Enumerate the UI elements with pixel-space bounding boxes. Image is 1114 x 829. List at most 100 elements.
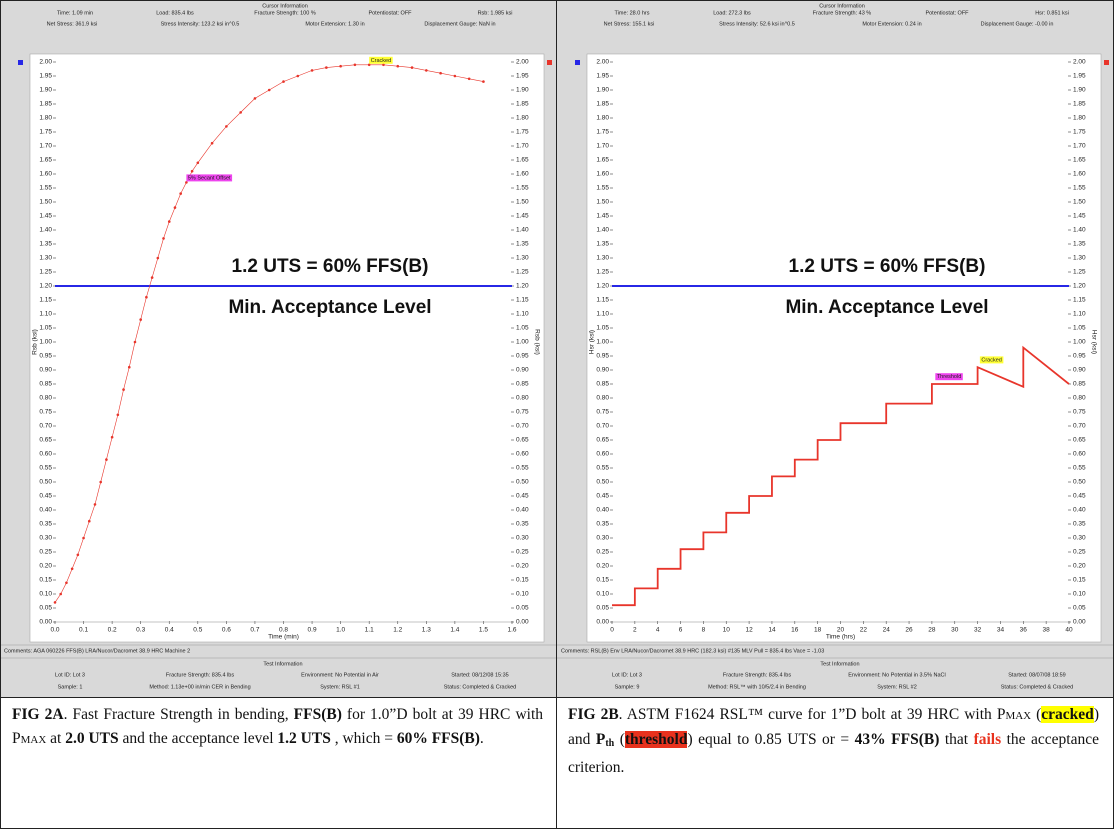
y2-tick-label: 0.35 [516, 521, 529, 528]
y2-tick-label: 0.30 [516, 535, 529, 542]
plot-background [586, 53, 1102, 643]
data-point [116, 413, 120, 417]
header-field: Rsb: 1.985 ksi [478, 10, 513, 16]
caption: FIG 2A. Fast Fracture Strength in bendin… [12, 703, 543, 752]
y-tick-label: 1.90 [39, 87, 52, 94]
caption-text: fails [973, 731, 1002, 748]
annotation-text: 5% Secant Offset [188, 175, 231, 181]
x-tick-label: 28 [928, 627, 936, 634]
caption-text: cracked [1041, 706, 1094, 723]
data-point [82, 536, 85, 540]
y-tick-label: 0.05 [596, 605, 609, 612]
y2-tick-label: 1.70 [516, 143, 529, 150]
caption-text: 1.2 UTS [277, 730, 331, 747]
comments: Comments: RSL(B) Env LRA/Nucor/Dacromet … [561, 648, 824, 654]
data-point [162, 237, 165, 240]
x-tick-label: 1.4 [450, 627, 459, 634]
y-tick-label: 0.75 [39, 409, 52, 416]
caption-text: MAX [1005, 710, 1032, 722]
test-info-title: Test Information [263, 661, 302, 667]
y2-tick-label: 1.00 [1073, 339, 1086, 346]
header-field: Hsr: 0.851 ksi [1035, 10, 1069, 16]
reference-label: 1.2 UTS = 60% FFS(B) [232, 256, 429, 277]
caption-text: that [939, 731, 974, 748]
data-point [185, 181, 188, 184]
data-point [173, 206, 177, 209]
y-tick-label: 1.85 [596, 101, 609, 108]
axis-swatch [575, 60, 580, 65]
data-point [145, 295, 148, 299]
x-tick-label: 18 [814, 627, 822, 634]
header-title: Cursor Information [262, 3, 308, 9]
caption-text: 60% FFS(B) [396, 730, 480, 747]
y2-tick-label: 1.95 [516, 73, 529, 80]
data-point [325, 66, 328, 69]
y-tick-label: 0.80 [39, 395, 52, 402]
y2-tick-label: 2.00 [1073, 59, 1086, 66]
header-field: Motor Extension: 0.24 in [862, 21, 921, 27]
y-tick-label: 0.15 [39, 577, 52, 584]
caption-text: and the acceptance level [118, 730, 278, 747]
y-tick-label: 1.80 [596, 115, 609, 122]
y2-tick-label: 0.75 [1073, 409, 1086, 416]
y2-tick-label: 1.90 [1073, 87, 1086, 94]
caption-text: threshold [624, 731, 688, 748]
test-info-field: Method: RSL™ with 10/5/2.4 in Bending [708, 684, 806, 690]
caption-text: , which = [330, 730, 397, 747]
y-tick-label: 1.95 [596, 73, 609, 80]
y2-tick-label: 1.00 [516, 339, 529, 346]
data-point [253, 97, 257, 100]
caption-text: 43% FFS(B) [854, 731, 940, 748]
x-tick-label: 20 [837, 627, 845, 634]
y-tick-label: 1.35 [39, 241, 52, 248]
y-tick-label: 1.55 [39, 185, 52, 192]
test-info-field: Environment: No Potential in Air [301, 672, 379, 678]
y-tick-label: 1.65 [596, 157, 609, 164]
chart-panel: Cursor Information Time: 1.09 min Load: 83… [0, 0, 557, 697]
test-info-field: Lot ID: Lot 3 [55, 672, 85, 678]
x-tick-label: 1.3 [422, 627, 431, 634]
data-point [453, 74, 457, 78]
y2-tick-label: 1.30 [516, 255, 529, 262]
y2-tick-label: 0.05 [516, 605, 529, 612]
annotation: Cracked [369, 56, 393, 64]
y2-tick-label: 0.00 [1073, 619, 1086, 626]
y-tick-label: 0.70 [596, 423, 609, 430]
y-tick-label: 1.90 [596, 87, 609, 94]
test-info-field: Status: Completed & Cracked [1001, 684, 1073, 690]
y2-tick-label: 1.10 [1073, 311, 1086, 318]
y2-tick-label: 0.45 [1073, 493, 1086, 500]
y2-tick-label: 0.15 [1073, 577, 1086, 584]
y2-tick-label: 0.25 [1073, 549, 1086, 556]
y2-tick-label: 0.60 [516, 451, 529, 458]
y-axis-label: Rsb (ksi) [32, 329, 39, 355]
x-tick-label: 12 [745, 627, 753, 634]
y2-tick-label: 1.70 [1073, 143, 1086, 150]
y2-tick-label: 0.20 [1073, 563, 1086, 570]
caption-text: FFS(B) [293, 706, 342, 723]
x-tick-label: 1.5 [479, 627, 488, 634]
y-tick-label: 0.85 [39, 381, 52, 388]
data-point [225, 125, 228, 128]
y-tick-label: 1.80 [39, 115, 52, 122]
caption-text: for 1.0”D bolt at 39 HRC with P [12, 706, 544, 747]
reference-sublabel: Min. Acceptance Level [785, 297, 988, 318]
data-point [139, 318, 142, 321]
y2-tick-label: 1.25 [1073, 269, 1086, 276]
header-field: Fracture Strength: 43 % [813, 10, 871, 16]
test-info-title: Test Information [820, 661, 859, 667]
y2-tick-label: 0.90 [516, 367, 529, 374]
caption-text: FIG 2A [12, 706, 64, 723]
y-tick-label: 0.00 [596, 619, 609, 626]
y2-tick-label: 1.30 [1073, 255, 1086, 262]
x-tick-label: 0.5 [193, 627, 202, 634]
y-tick-label: 1.75 [596, 129, 609, 136]
y-tick-label: 0.60 [596, 451, 609, 458]
header-field: Time: 28.0 hrs [615, 10, 650, 16]
y-tick-label: 0.15 [596, 577, 609, 584]
y2-tick-label: 1.85 [1073, 101, 1086, 108]
x-tick-label: 0.7 [250, 627, 259, 634]
y2-tick-label: 0.30 [1073, 535, 1086, 542]
x-tick-label: 1.1 [365, 627, 374, 634]
y-tick-label: 1.45 [39, 213, 52, 220]
